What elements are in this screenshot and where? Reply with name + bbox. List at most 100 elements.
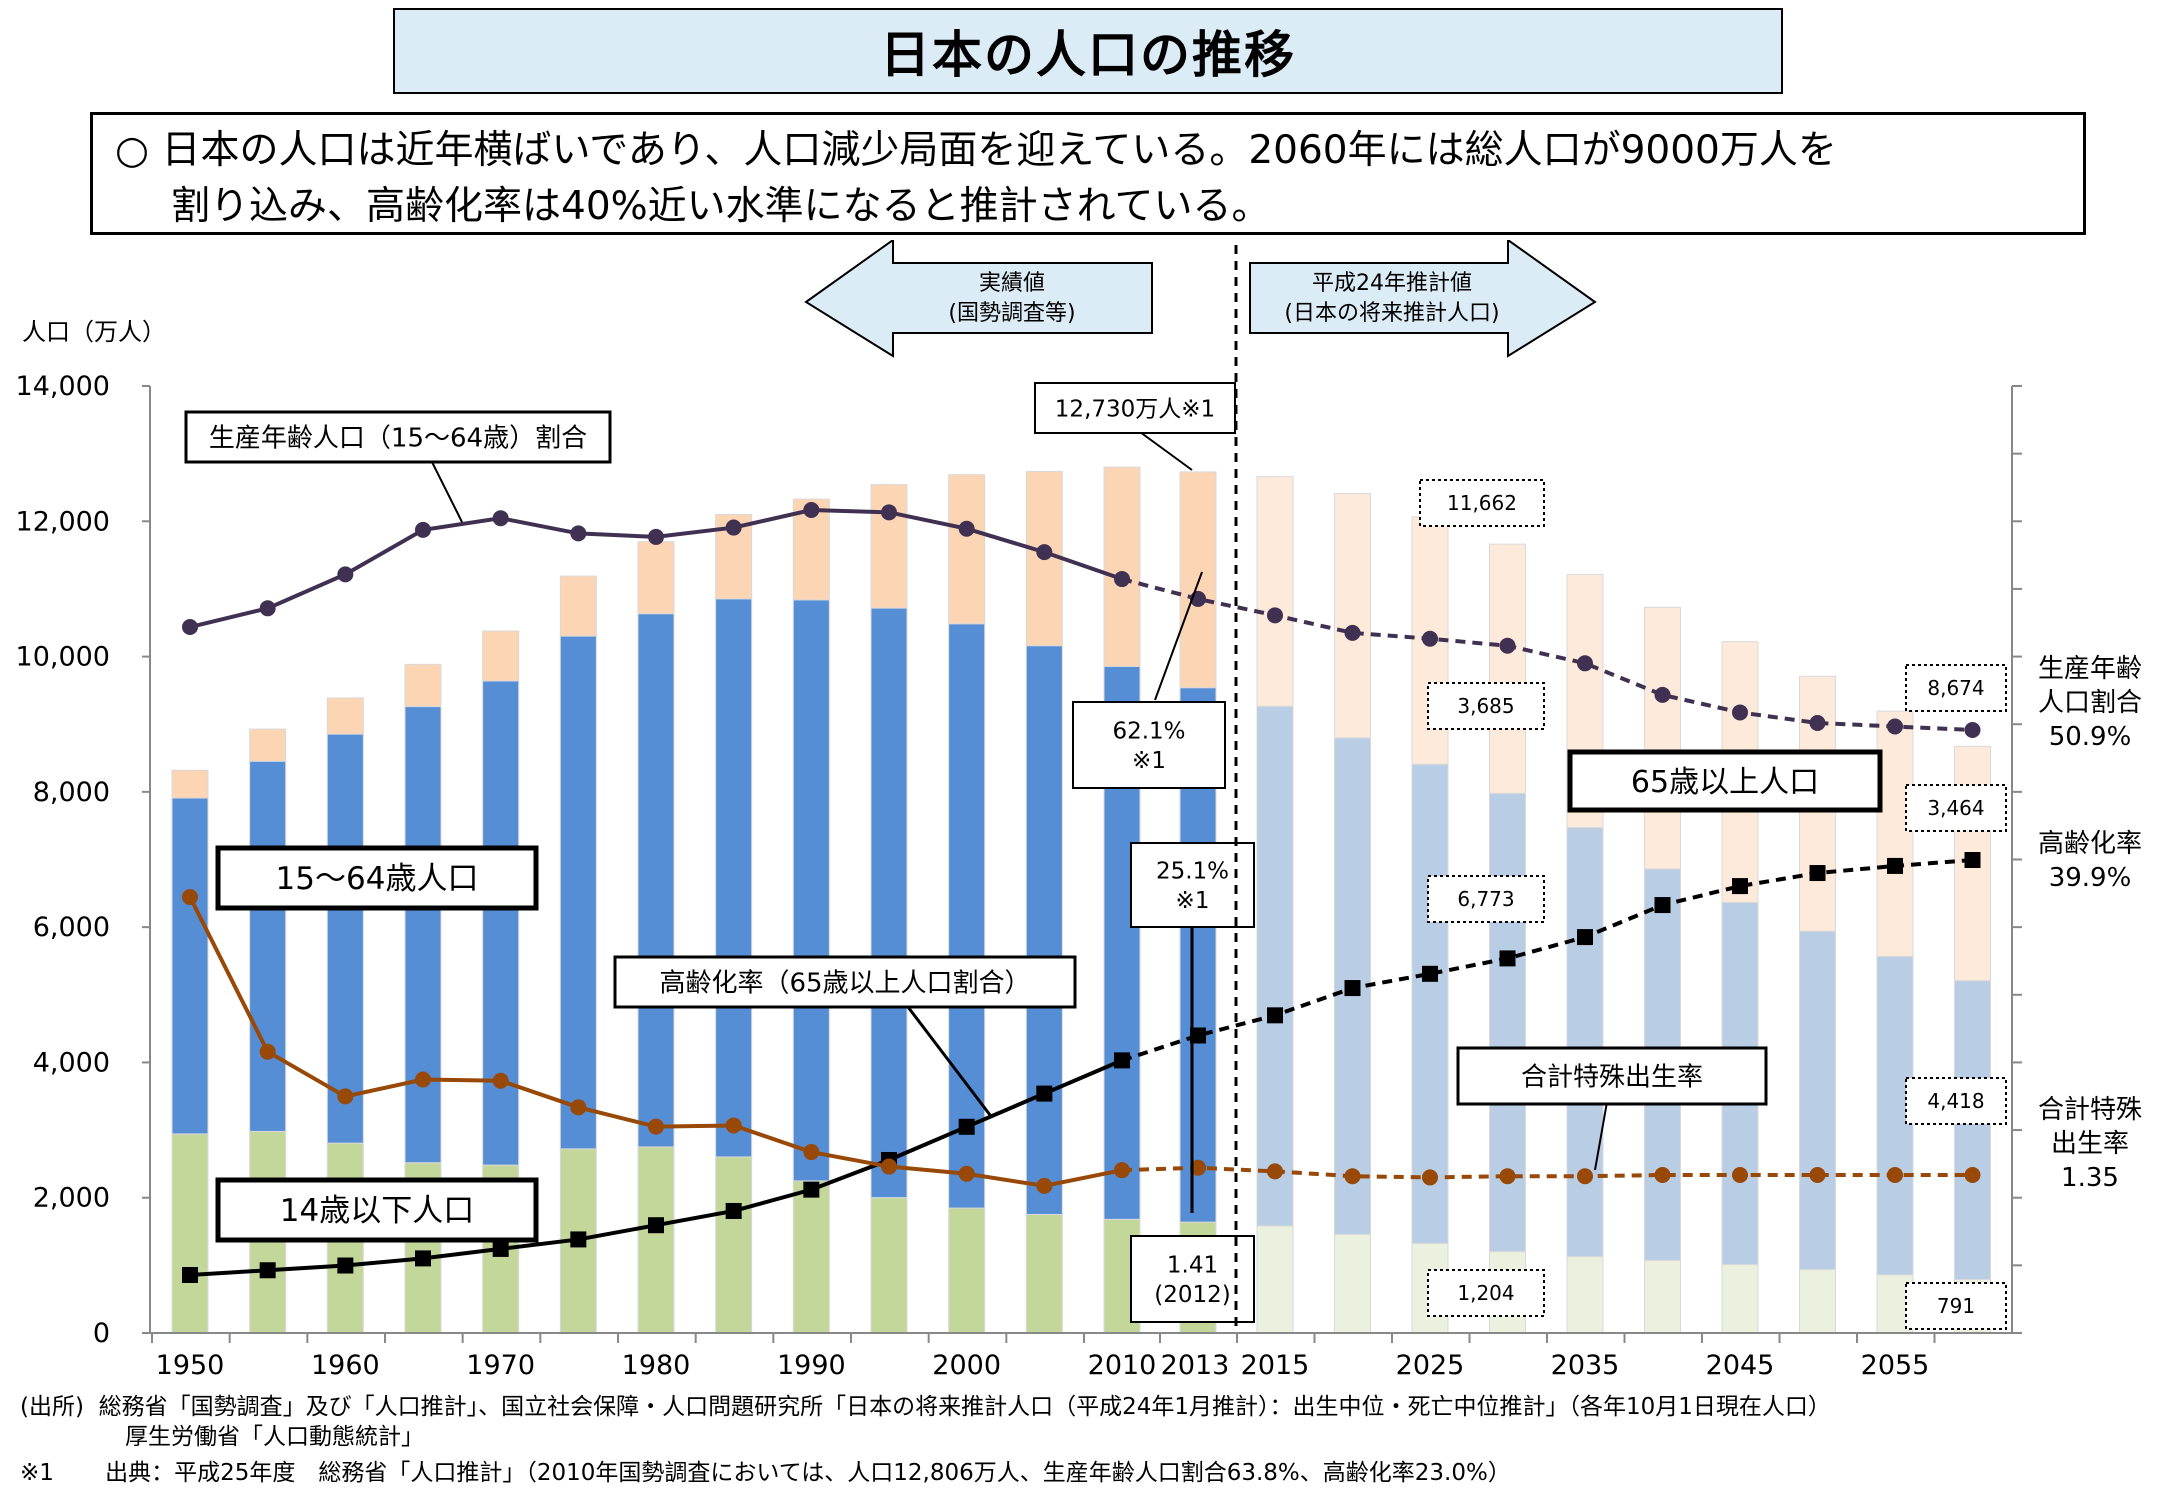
child-2060-box-box	[1905, 1282, 2007, 1330]
fertility-leader	[1594, 1101, 1608, 1171]
x-tick-label: 2055	[1861, 1350, 1930, 1381]
right-fertility-label-1: 合計特殊	[2038, 1095, 2142, 1125]
aging-2013-box-box	[1130, 842, 1255, 928]
fertility-point-2020	[1344, 1168, 1361, 1185]
x-tick-label: 2015	[1241, 1350, 1310, 1381]
fertility-point-1950	[182, 889, 198, 905]
fertility-point-2055	[1887, 1167, 1903, 1183]
bar-child-1995	[870, 1197, 908, 1334]
bar-elderly-1950	[171, 769, 209, 799]
bar-child-1990	[792, 1180, 830, 1334]
aging-2013-box: 25.1% ※1	[1130, 842, 1255, 928]
child-2030-box-text-1: 1,204	[1457, 1281, 1514, 1305]
summary-box: ○ 日本の人口は近年横ばいであり、人口減少局面を迎えている。2060年には総人口…	[90, 112, 2086, 235]
bar-working-2000	[948, 623, 986, 1209]
bar-elderly-2055	[1876, 710, 1914, 957]
working-ratio-2013-box-box	[1072, 701, 1226, 789]
y-tick-label: 10,000	[16, 642, 110, 673]
bar-elderly-2000	[948, 474, 986, 625]
working-callout-box	[215, 845, 539, 911]
working_ratio-point-1990	[803, 502, 820, 518]
working-2030-box: 6,773	[1427, 875, 1545, 923]
x-tick-label: 1970	[466, 1350, 535, 1381]
elderly-2060-box-text-1: 3,464	[1927, 796, 1984, 820]
bar-child-2020	[1334, 1233, 1371, 1334]
right-working-ratio-label-1: 生産年齢	[2038, 654, 2142, 684]
total-2013-box: 12,730万人※1	[1034, 382, 1236, 434]
note-text: 出典：平成25年度 総務省「人口推計」（2010年国勢調査においては、人口12,…	[105, 1460, 1511, 1486]
bar-child-2015	[1256, 1225, 1294, 1334]
bar-elderly-2020	[1334, 493, 1371, 739]
fertility-point-2000	[958, 1165, 975, 1182]
aging_rate-point-1955	[259, 1262, 276, 1279]
working-2060-box: 4,418	[1905, 1077, 2007, 1125]
working_ratio-point-2035	[1577, 655, 1593, 672]
x-tick-label: 2045	[1706, 1350, 1775, 1381]
fertility-point-2040	[1654, 1167, 1671, 1183]
total-2013-leader	[1139, 431, 1193, 471]
child-callout: 14歳以下人口	[215, 1177, 539, 1243]
working-2030-box-text-1: 6,773	[1457, 887, 1514, 911]
elderly-2030-box-text-1: 3,685	[1457, 694, 1514, 718]
elderly-2030-box: 3,685	[1427, 682, 1545, 730]
child-2030-box-box	[1427, 1269, 1545, 1317]
source-footnote: (出所) 総務省「国勢調査」及び「人口推計」、国立社会保障・人口問題研究所「日本…	[20, 1387, 1831, 1421]
fertility-line-projected	[1121, 1165, 1973, 1180]
bar-child-2045	[1721, 1264, 1759, 1334]
bar-elderly-1955	[249, 728, 287, 762]
x-tick-label: 1990	[777, 1350, 846, 1381]
working_ratio-point-1985	[725, 519, 742, 536]
working-2030-box-box	[1427, 875, 1545, 923]
bar-child-1985	[715, 1156, 753, 1334]
total-2060-box: 8,674	[1905, 664, 2007, 712]
bar-child-1980	[637, 1146, 675, 1334]
working_ratio-point-1960	[337, 566, 354, 583]
right-fertility-label-2: 出生率	[2051, 1129, 2129, 1159]
fertility-2012-box-text-1: 1.41	[1167, 1252, 1218, 1278]
fertility-point-2005	[1036, 1177, 1053, 1194]
fertility-point-1980	[648, 1118, 664, 1135]
aging_rate-point-2030	[1499, 950, 1516, 967]
y-tick-label: 4,000	[33, 1047, 110, 1078]
child-2060-box-text-1: 791	[1937, 1294, 1975, 1318]
fertility-2012-box: 1.41 (2012)	[1130, 1235, 1255, 1323]
bar-child-2040	[1644, 1259, 1681, 1334]
bar-working-2015	[1256, 705, 1294, 1227]
aging_rate-point-2045	[1732, 878, 1748, 895]
working-2060-box-box	[1905, 1077, 2007, 1125]
aging_rate-point-2035	[1577, 929, 1593, 946]
aging_rate-point-2040	[1654, 897, 1671, 914]
aging-callout: 高齢化率（65歳以上人口割合）	[613, 955, 1077, 1009]
working-ratio-callout-box	[184, 410, 612, 464]
bar-elderly-1965	[404, 663, 442, 708]
bar-working-2035	[1566, 827, 1604, 1258]
bar-working-1990	[792, 599, 830, 1182]
elderly-callout-box	[1567, 749, 1883, 813]
elderly-callout-text: 65歳以上人口	[1631, 765, 1819, 800]
working-ratio-2013-box-text-1: 62.1%	[1112, 718, 1185, 744]
child-callout-box	[215, 1177, 539, 1243]
total-2030-box-box	[1419, 479, 1545, 527]
x-tick-label: 1950	[156, 1350, 225, 1381]
working-ratio-callout: 生産年齢人口（15～64歳）割合	[184, 410, 612, 464]
working_ratio-line-projected	[1121, 577, 1973, 732]
elderly-2060-box: 3,464	[1905, 784, 2007, 832]
bar-elderly-1960	[326, 697, 364, 735]
fertility-callout-box	[1456, 1046, 1768, 1106]
x-tick-label: 2025	[1396, 1350, 1465, 1381]
fertility-point-2060	[1964, 1167, 1981, 1183]
bar-working-1960	[326, 733, 364, 1144]
aging_rate-point-1990	[803, 1181, 820, 1198]
summary-line-1: ○ 日本の人口は近年横ばいであり、人口減少局面を迎えている。2060年には総人口…	[115, 123, 2083, 179]
fertility-point-1965	[415, 1071, 431, 1088]
working_ratio-point-1955	[259, 600, 276, 617]
total-2030-box: 11,662	[1419, 479, 1545, 527]
fertility-2012-box-box	[1130, 1235, 1255, 1323]
fertility-point-1985	[725, 1117, 742, 1134]
note-label: ※1	[20, 1460, 54, 1486]
y-tick-label: 8,000	[33, 777, 110, 808]
working_ratio-point-2005	[1036, 544, 1053, 561]
working_ratio-point-1995	[881, 504, 897, 521]
working_ratio-point-1950	[182, 619, 198, 636]
working-ratio-callout-text: 生産年齢人口（15～64歳）割合	[209, 423, 587, 453]
